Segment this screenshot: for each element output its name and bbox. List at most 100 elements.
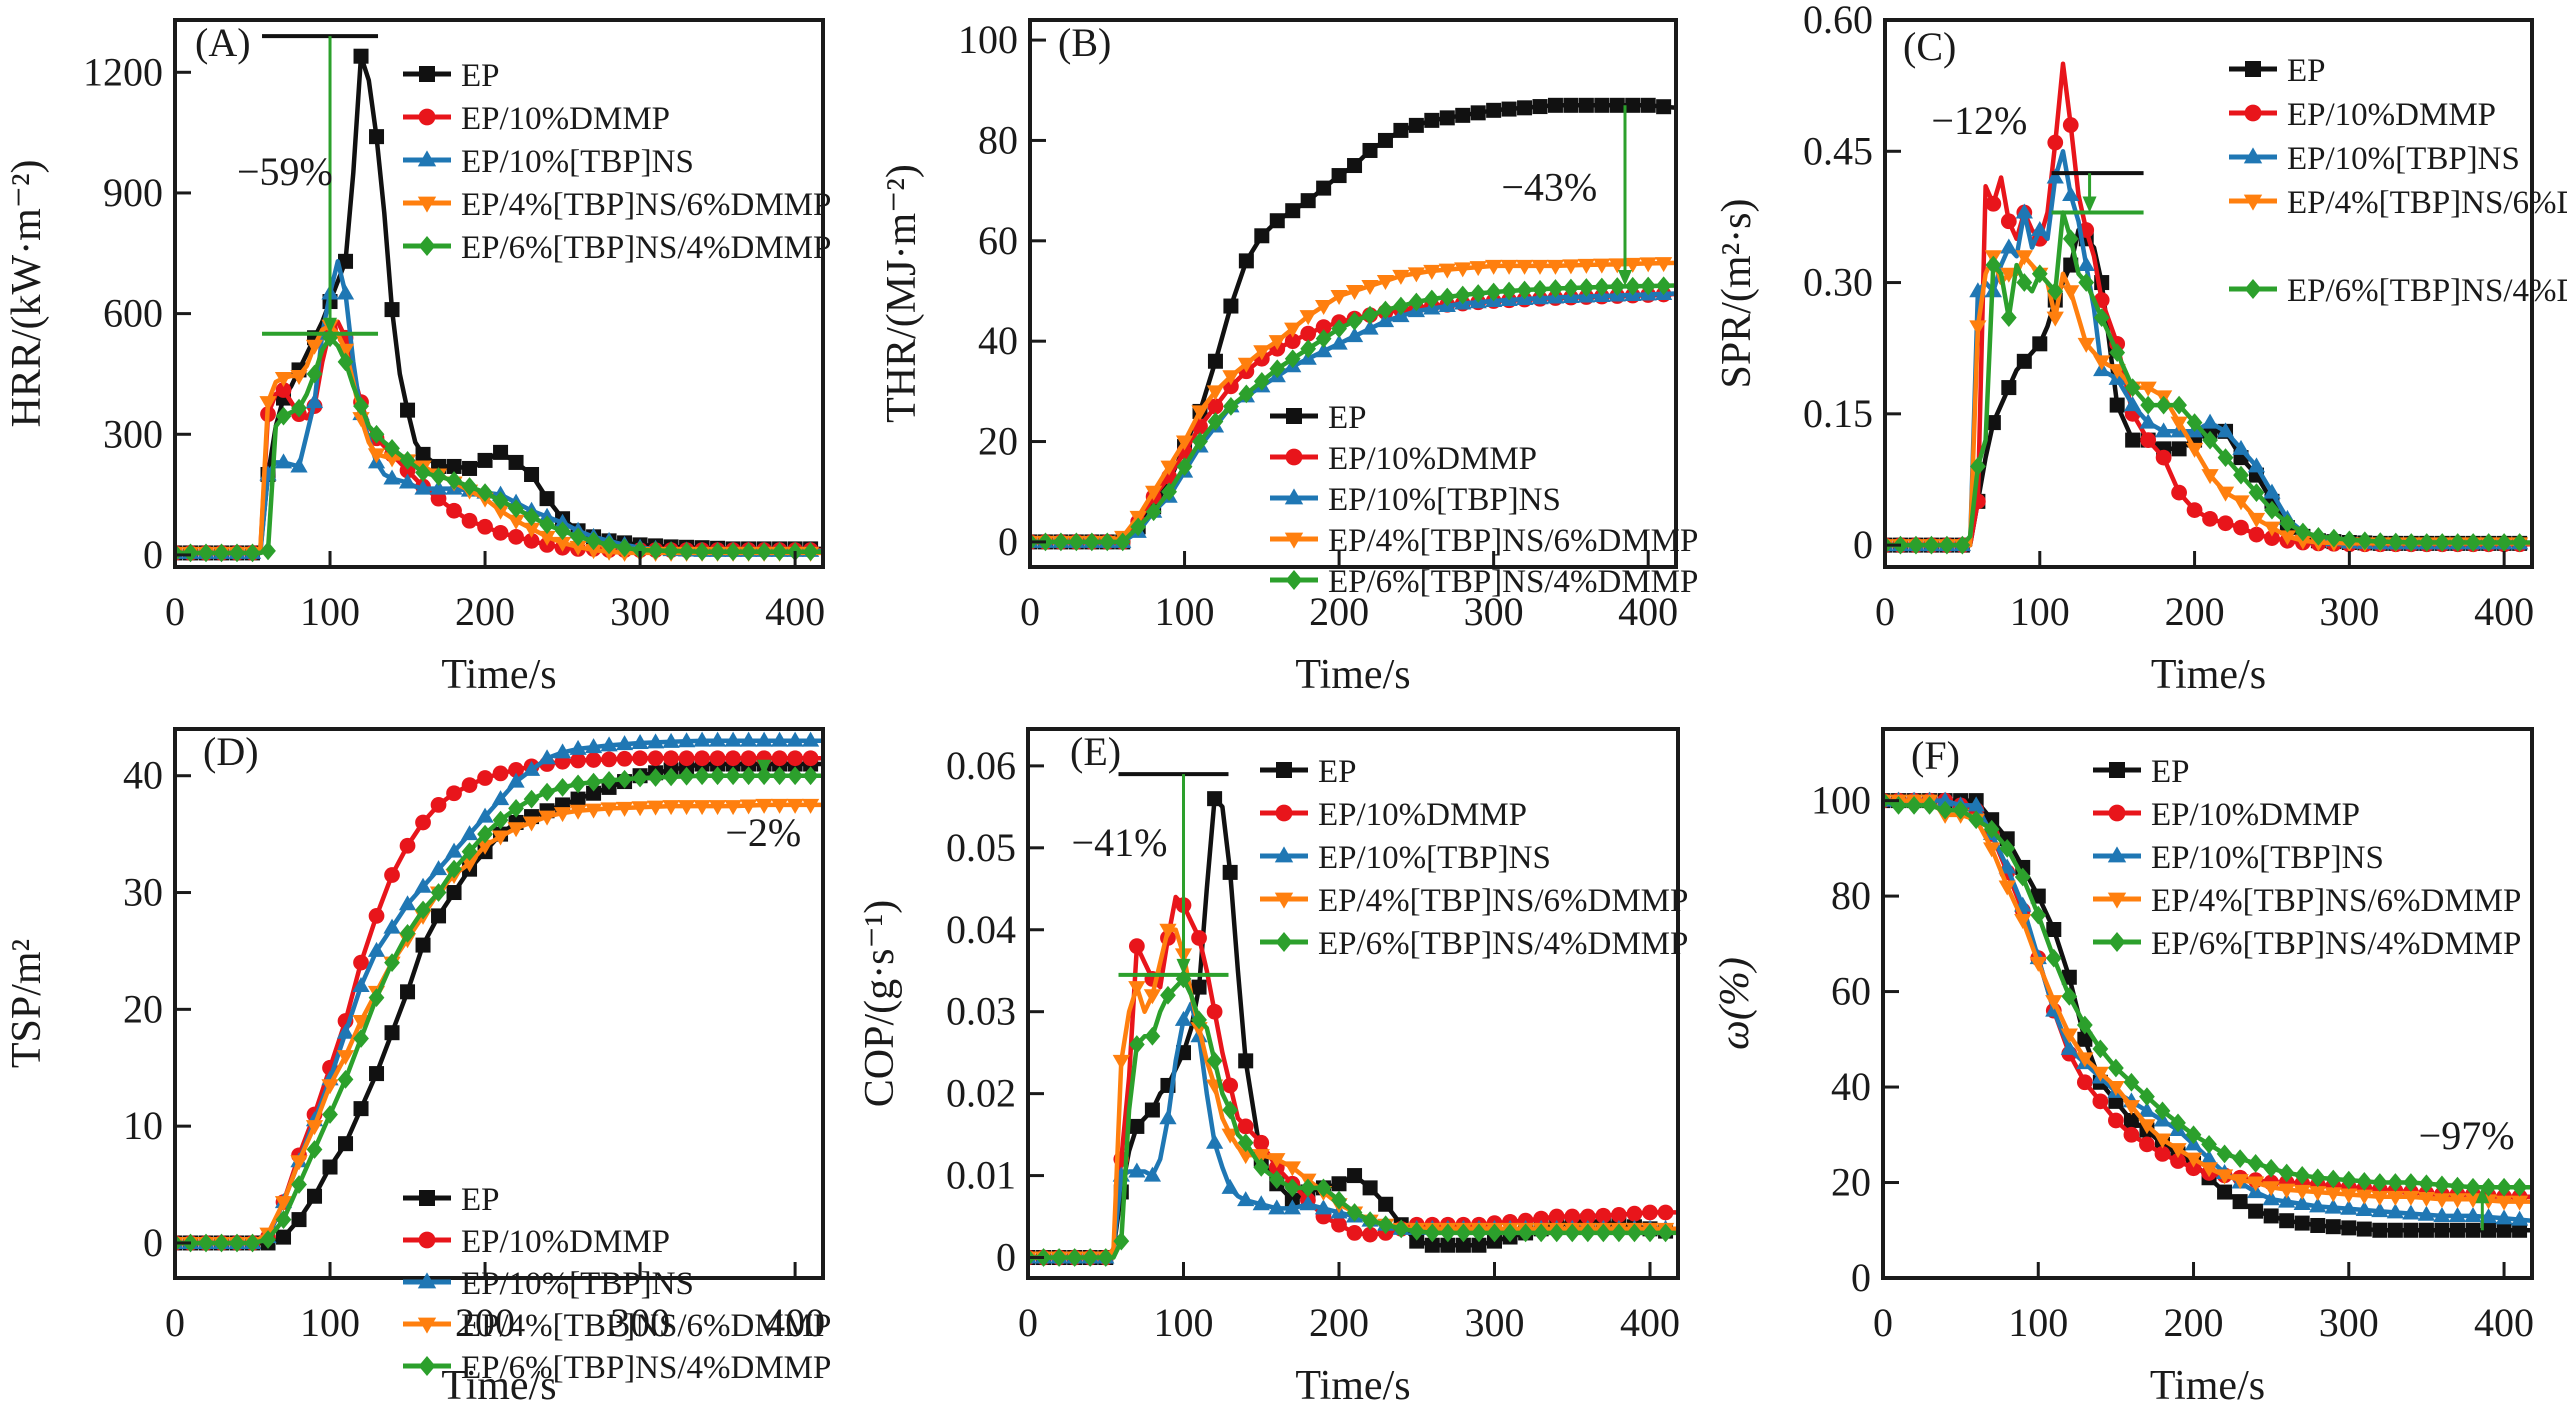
data-point [384, 953, 400, 972]
data-point [1129, 1118, 1145, 1134]
data-point [1300, 325, 1317, 342]
y-tick-label: 0.04 [946, 907, 1016, 952]
data-point [693, 731, 711, 747]
data-point [2355, 1200, 2373, 1216]
data-point [1594, 97, 1610, 113]
data-point [2465, 533, 2482, 552]
data-point [2371, 1173, 2388, 1192]
legend-marker [2108, 932, 2126, 952]
panel-label: (F) [1911, 733, 1960, 778]
data-point [399, 451, 416, 470]
y-tick-label: 0.01 [946, 1153, 1016, 1198]
data-point [1985, 255, 2002, 275]
data-point [305, 393, 324, 409]
legend-item-ep-10-dmmp: EP/10%DMMP [403, 1224, 670, 1260]
data-point [276, 1229, 292, 1245]
data-point [2201, 1134, 2217, 1154]
data-point [2077, 337, 2095, 353]
data-point [570, 527, 586, 547]
data-point [1471, 1237, 1487, 1253]
data-point [522, 522, 541, 538]
legend-marker [419, 66, 435, 82]
y-tick-label: 0 [1853, 522, 1873, 567]
data-point [446, 885, 462, 901]
data-point [584, 544, 603, 560]
data-point [584, 803, 603, 819]
data-point [663, 750, 679, 767]
data-point [1284, 322, 1302, 338]
data-point [1128, 1035, 1145, 1054]
data-point [1112, 1054, 1130, 1070]
x-axis: 0 100 200 300 400 Time/s [1020, 551, 1678, 698]
data-point [1346, 1225, 1363, 1241]
legend-marker [2243, 194, 2263, 211]
data-point [305, 1120, 324, 1136]
data-point [260, 1230, 276, 1249]
data-point [2262, 1190, 2280, 1206]
data-point [369, 129, 385, 145]
data-point [1331, 1190, 1347, 1210]
y-tick-label: 0.02 [946, 1071, 1016, 1116]
data-point [1283, 1199, 1301, 1215]
data-point [678, 750, 695, 767]
legend-item-ep-6-tbp-ns-4-dmmp: EP/6%[TBP]NS/4%DMMP [1260, 926, 1688, 962]
panel-label: (D) [203, 729, 259, 774]
data-point [2139, 381, 2157, 397]
data-point [1983, 819, 2000, 839]
data-point [1546, 259, 1565, 275]
data-point [1222, 370, 1240, 386]
x-tick-label: 0 [1873, 1300, 1893, 1345]
data-point [384, 302, 400, 318]
data-point [647, 750, 664, 767]
data-point [1128, 938, 1145, 955]
data-point [570, 752, 586, 769]
data-point [1393, 296, 1409, 316]
data-point [632, 540, 648, 560]
data-point [1268, 1153, 1286, 1169]
data-point [1113, 1231, 1130, 1251]
data-point [290, 457, 308, 473]
data-point [740, 766, 757, 786]
data-point [601, 751, 617, 768]
data-point [2341, 530, 2358, 550]
data-point [1923, 535, 1940, 555]
data-point [709, 542, 726, 562]
panel-a-hrr-chart: −59% 0 100 200 300 400 Time/s 0 300 600 900 1200 HRR… [4, 18, 831, 698]
data-point [1408, 117, 1424, 133]
data-point [1362, 305, 1378, 325]
x-tick-label: 0 [1018, 1300, 1038, 1345]
data-point [1454, 262, 1472, 278]
data-point [1486, 102, 1502, 118]
data-point [755, 798, 773, 814]
data-point [1408, 292, 1425, 312]
data-point [1268, 335, 1286, 351]
data-point [2434, 1175, 2450, 1195]
data-point [1191, 405, 1209, 421]
data-point [1315, 319, 1332, 335]
data-point [539, 515, 555, 535]
legend-label: EP/6%[TBP]NS/4%DMMP [461, 230, 831, 266]
data-point [229, 543, 245, 563]
data-point [1159, 1109, 1177, 1125]
data-point [786, 731, 804, 747]
data-point [585, 752, 602, 768]
data-point [2062, 186, 2080, 202]
x-axis-title: Time/s [441, 1363, 556, 1409]
data-point [1547, 97, 1563, 113]
data-point [2092, 1039, 2109, 1059]
legend-label: EP/4%[TBP]NS/6%DMMP [2151, 883, 2521, 919]
data-point [2324, 1187, 2342, 1203]
y-tick-label: 900 [103, 170, 163, 215]
data-point [352, 976, 370, 992]
data-point [415, 900, 431, 920]
data-point [1253, 345, 1271, 361]
data-point [2293, 1184, 2311, 1200]
data-point [2045, 948, 2062, 968]
legend-item-ep-10-dmmp: EP/10%DMMP [403, 101, 670, 137]
data-point [2294, 534, 2312, 550]
data-point [1968, 810, 1985, 830]
data-point [524, 466, 540, 482]
data-point [2496, 1222, 2512, 1238]
legend-label: EP/10%DMMP [2287, 97, 2496, 133]
data-point [2169, 1143, 2187, 1159]
